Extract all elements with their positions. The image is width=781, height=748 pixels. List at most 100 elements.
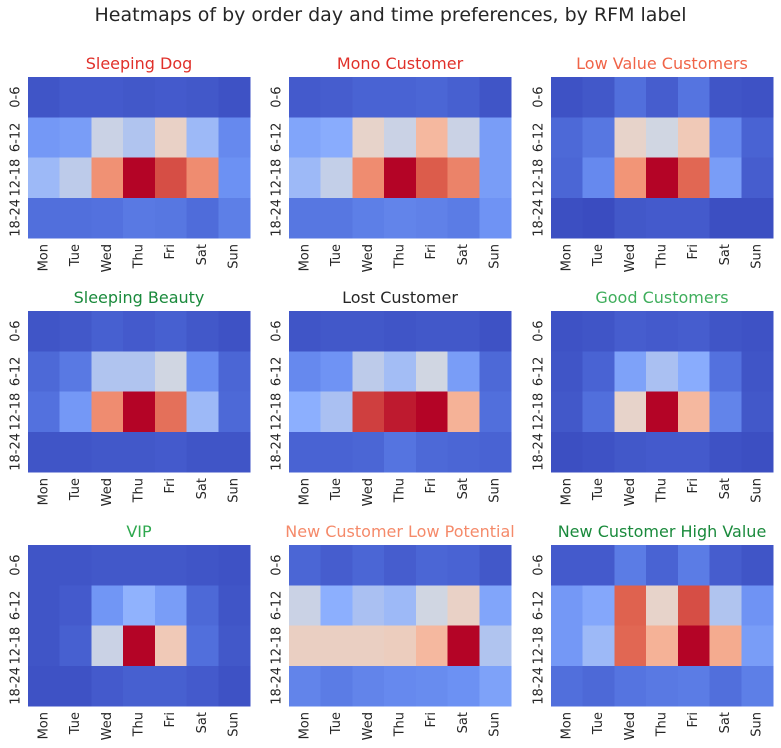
y-tick-label: 12-18 [9, 627, 24, 665]
heatmap-cell [415, 625, 449, 667]
heatmap-cell [709, 625, 742, 667]
x-tick-label: Fri [424, 244, 439, 260]
heatmap-cell [479, 351, 512, 392]
heatmap-cell [646, 351, 679, 392]
heatmap-cell [352, 585, 385, 626]
heatmap-cell [415, 117, 449, 158]
x-tick-label: Wed [361, 478, 376, 506]
heatmap-cell [384, 585, 417, 626]
heatmap-cell [59, 311, 92, 352]
x-tick-label: Sat [456, 712, 471, 733]
y-tick-label: 0-6 [270, 321, 285, 342]
heatmap-cell [154, 665, 188, 707]
heatmap-cell [614, 585, 647, 626]
heatmap-cell [218, 625, 251, 667]
x-tick-label: Mon [297, 712, 312, 739]
heatmap-cell [582, 197, 615, 239]
heatmap-cell [741, 117, 774, 158]
heatmap-cell [479, 431, 512, 473]
heatmap-cell [741, 625, 774, 667]
heatmap-cell [415, 545, 449, 586]
heatmap-cell [123, 311, 156, 352]
x-tick-label: Wed [100, 712, 115, 740]
heatmap-cell [614, 157, 647, 199]
heatmap-cell [28, 665, 61, 707]
heatmap-cell [289, 157, 322, 199]
y-tick-label: 0-6 [9, 87, 24, 108]
heatmap-cell [320, 197, 353, 239]
heatmap-cell [28, 351, 61, 392]
heatmap-cell [447, 351, 480, 392]
heatmap-cell [646, 625, 679, 667]
heatmap-cell [28, 117, 61, 158]
heatmap-cell [154, 545, 188, 586]
heatmap-cell [186, 351, 219, 392]
y-tick-label: 6-12 [9, 123, 24, 153]
heatmap-cell [91, 77, 124, 118]
heatmap-cell [384, 665, 417, 707]
heatmap-cell [582, 77, 615, 118]
heatmap-cell [289, 311, 322, 352]
heatmap-cell [59, 157, 92, 199]
heatmap-cell [28, 77, 61, 118]
heatmap-cell [320, 625, 353, 667]
heatmap-cell [154, 117, 188, 158]
heatmap-cell [614, 665, 647, 707]
heatmap-cell [551, 585, 584, 626]
heatmap-cell [384, 117, 417, 158]
heatmap-cell [415, 351, 449, 392]
heatmap-cell [320, 585, 353, 626]
heatmap-cell [28, 431, 61, 473]
heatmap-cell [709, 77, 742, 118]
heatmap-cell [709, 157, 742, 199]
y-tick-label: 6-12 [532, 357, 547, 387]
heatmap-cell [582, 665, 615, 707]
heatmap-cell [614, 197, 647, 239]
heatmap-cell [415, 431, 449, 473]
heatmap-cell [447, 77, 480, 118]
heatmap-cell [479, 545, 512, 586]
heatmap-cell [59, 351, 92, 392]
heatmap-cell [415, 585, 449, 626]
heatmap-cell [289, 391, 322, 433]
heatmap-cell [646, 585, 679, 626]
figure-title: Heatmaps of by order day and time prefer… [94, 4, 687, 26]
heatmap-cell [614, 625, 647, 667]
heatmap-cell [59, 625, 92, 667]
heatmap-cell [154, 311, 188, 352]
heatmap-cell [384, 77, 417, 118]
x-tick-label: Sun [227, 478, 242, 503]
heatmap-cell [154, 197, 188, 239]
heatmap-cell [447, 311, 480, 352]
heatmap-cell [320, 157, 353, 199]
heatmap-cell [447, 197, 480, 239]
x-tick-label: Mon [297, 478, 312, 505]
heatmap-cell [352, 157, 385, 199]
heatmap-cell [447, 545, 480, 586]
heatmap-cell [677, 391, 711, 433]
y-tick-label: 12-18 [532, 159, 547, 197]
heatmap-cell [415, 311, 449, 352]
heatmap-cell [352, 351, 385, 392]
heatmap-cell [614, 77, 647, 118]
heatmap-cell [551, 625, 584, 667]
heatmap-cell [415, 391, 449, 433]
heatmap-cell [677, 431, 711, 473]
heatmap-cell [91, 625, 124, 667]
x-tick-label: Sat [195, 478, 210, 499]
heatmap-cell [415, 157, 449, 199]
heatmap-cell [709, 545, 742, 586]
heatmap-cell [186, 431, 219, 473]
heatmap-cell [646, 117, 679, 158]
y-tick-label: 12-18 [270, 393, 285, 431]
y-tick-label: 18-24 [532, 199, 547, 237]
heatmap-cell [352, 77, 385, 118]
y-tick-label: 6-12 [9, 591, 24, 621]
heatmap-cell [186, 585, 219, 626]
y-tick-label: 18-24 [9, 667, 24, 705]
heatmap-cell [741, 391, 774, 433]
heatmap-cell [741, 585, 774, 626]
heatmap-cell [741, 311, 774, 352]
heatmap-cell [289, 545, 322, 586]
heatmap-cell [186, 665, 219, 707]
